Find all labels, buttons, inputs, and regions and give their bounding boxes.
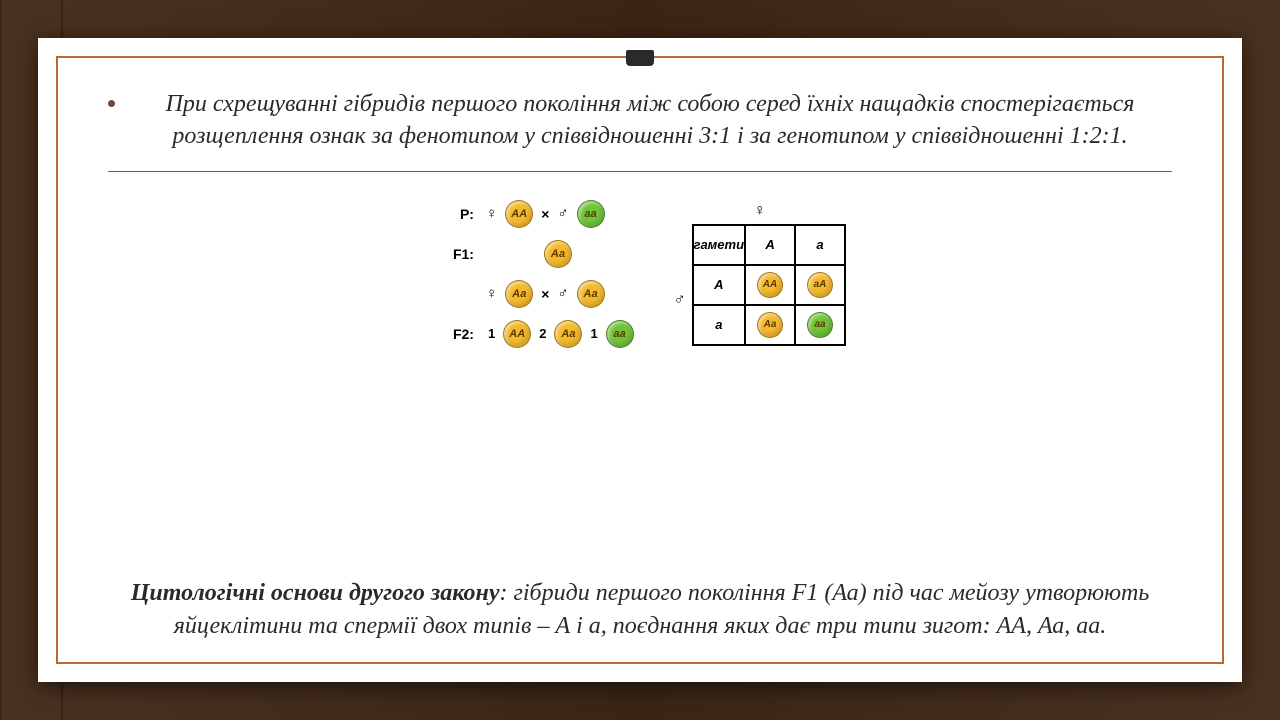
punnett-cell: АА xyxy=(745,265,795,305)
punnett-cell: аа xyxy=(795,305,845,345)
f2-allele: аа xyxy=(606,320,634,348)
f1-father-allele: Аа xyxy=(577,280,605,308)
punnett-male-symbol: ♂ xyxy=(674,291,686,309)
cross-symbol: × xyxy=(541,286,549,302)
f2-ratio: 2 xyxy=(539,326,546,341)
f1-row: F1: Аа xyxy=(434,234,634,274)
female-symbol: ♀ xyxy=(486,285,497,302)
punnett-table: гамети А а А АА аА а Аа аа xyxy=(692,224,846,346)
row-header: А xyxy=(693,265,745,305)
f2-allele: АА xyxy=(503,320,531,348)
binder-clip-icon xyxy=(626,50,654,66)
slide: При схрещуванні гібридів першого поколін… xyxy=(38,38,1242,682)
f1-cross-row: ♀ Аа × ♂ Аа xyxy=(434,274,634,314)
gametes-header: гамети xyxy=(693,225,745,265)
f2-offspring: 1 АА 2 Аа 1 аа xyxy=(486,320,634,348)
p-label: P: xyxy=(434,206,474,222)
punnett-allele: аа xyxy=(807,312,833,338)
f2-allele: Аа xyxy=(554,320,582,348)
top-paragraph: При схрещуванні гібридів першого поколін… xyxy=(128,88,1172,153)
p-mother-allele: АА xyxy=(505,200,533,228)
punnett-allele: АА xyxy=(757,272,783,298)
male-symbol: ♂ xyxy=(557,285,568,302)
bullet-icon xyxy=(108,100,115,107)
top-bullet: При схрещуванні гібридів першого поколін… xyxy=(108,88,1172,153)
punnett-female-symbol: ♀ xyxy=(754,202,766,220)
cross-scheme: P: ♀ АА × ♂ аа F1: Аа ♀ Аа × ♂ xyxy=(434,194,634,354)
col-header: а xyxy=(795,225,845,265)
punnett-square: ♀ ♂ гамети А а А АА аА xyxy=(674,202,846,346)
bottom-bold: Цитологічні основи другого закону xyxy=(131,580,500,606)
f2-ratio: 1 xyxy=(488,326,495,341)
f2-label: F2: xyxy=(434,326,474,342)
p-father-allele: аа xyxy=(577,200,605,228)
f1-label: F1: xyxy=(434,246,474,262)
f2-ratio: 1 xyxy=(590,326,597,341)
bottom-paragraph: Цитологічні основи другого закону: гібри… xyxy=(108,577,1172,642)
col-header: А xyxy=(745,225,795,265)
f1-allele: Аа xyxy=(544,240,572,268)
punnett-cell: аА xyxy=(795,265,845,305)
f1-mother-allele: Аа xyxy=(505,280,533,308)
genetics-diagram: P: ♀ АА × ♂ аа F1: Аа ♀ Аа × ♂ xyxy=(320,186,960,366)
cross-symbol: × xyxy=(541,206,549,222)
row-header: а xyxy=(693,305,745,345)
p-generation-row: P: ♀ АА × ♂ аа xyxy=(434,194,634,234)
punnett-allele: Аа xyxy=(757,312,783,338)
punnett-cell: Аа xyxy=(745,305,795,345)
female-symbol: ♀ xyxy=(486,205,497,222)
f2-row: F2: 1 АА 2 Аа 1 аа xyxy=(434,314,634,354)
punnett-allele: аА xyxy=(807,272,833,298)
divider xyxy=(108,171,1172,172)
slide-content: При схрещуванні гібридів першого поколін… xyxy=(108,88,1172,642)
male-symbol: ♂ xyxy=(557,205,568,222)
